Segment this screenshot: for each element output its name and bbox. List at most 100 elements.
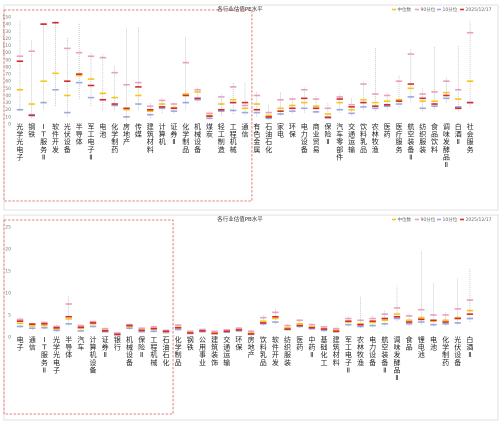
category-label: 保险 Ⅱ bbox=[324, 122, 331, 146]
category-33: 医疗服务 bbox=[396, 75, 403, 154]
category-32: 医药 bbox=[384, 91, 391, 139]
chart-panel-2: 各行业估值PB水平 中位数 90分位 10分位 2025/12/17 0 5 10 15 20 25… bbox=[3, 214, 499, 421]
category-label: 建筑材料 bbox=[147, 122, 154, 154]
chart-title: 各行业估值PE水平 bbox=[217, 5, 263, 13]
category-28: 汽车零部件 bbox=[336, 94, 343, 161]
y-tick-label: 15 bbox=[5, 269, 11, 275]
category-22: 石油石化 bbox=[265, 104, 272, 154]
category-9: 银行 bbox=[114, 332, 121, 352]
category-label: 机械设备 bbox=[126, 335, 133, 367]
category-label: 机械设备 bbox=[194, 122, 201, 154]
category-label: 白酒 Ⅱ bbox=[455, 122, 462, 146]
y-tick-label: 120 bbox=[2, 36, 11, 42]
category-28: 军工电子 Ⅱ bbox=[345, 315, 352, 374]
category-label: 纺织服装 bbox=[284, 335, 291, 367]
category-label: 光学光电子 bbox=[16, 122, 23, 161]
category-6: 半导体 bbox=[76, 22, 83, 146]
category-4: 软件开发 bbox=[52, 20, 59, 154]
category-label: 环保 bbox=[235, 336, 242, 352]
category-4: 光学光电子 bbox=[53, 324, 60, 374]
category-18: 轻工制造 bbox=[218, 94, 225, 154]
category-label: 环保 bbox=[289, 123, 296, 139]
category-34: 锂电池 bbox=[418, 251, 425, 359]
category-label: 光伏设备 bbox=[454, 335, 461, 367]
category-label: 光学光电子 bbox=[53, 335, 60, 374]
category-1: 光学光电子 bbox=[16, 20, 23, 161]
category-37: 调味发酵品 Ⅱ bbox=[443, 77, 450, 169]
category-13: 石油石化 bbox=[162, 329, 169, 367]
category-label: 航空装备 Ⅱ bbox=[381, 335, 388, 374]
y-tick-label: 30 bbox=[5, 100, 11, 106]
category-label: 化学制品 bbox=[175, 335, 182, 367]
category-2: 钢铁 bbox=[28, 39, 35, 139]
legend-label-current: 2025/12/17 bbox=[466, 7, 492, 13]
category-3: I T 服务 Ⅱ bbox=[40, 21, 47, 161]
category-23: 家电 bbox=[277, 91, 284, 139]
category-6: 汽车 bbox=[77, 324, 84, 352]
category-35: 纺织服装 bbox=[419, 88, 426, 154]
category-17: 煤炭 bbox=[206, 111, 213, 139]
category-30: 饮料乳品 bbox=[360, 81, 367, 154]
category-27: 保险 Ⅱ bbox=[324, 102, 331, 146]
category-label: 工程机械 bbox=[230, 123, 237, 154]
category-14: 证券 Ⅱ bbox=[170, 101, 177, 146]
category-5: 光伏设备 bbox=[64, 36, 71, 154]
category-label: 医疗服务 bbox=[396, 123, 403, 154]
y-tick-label: 90 bbox=[5, 57, 11, 63]
category-24: 环保 bbox=[289, 96, 296, 139]
category-label: 农林牧渔 bbox=[372, 122, 379, 154]
y-tick-label: 20 bbox=[5, 107, 11, 113]
category-label: 医药 bbox=[384, 123, 391, 139]
y-tick-label: 20 bbox=[5, 247, 11, 253]
y-tick-label: 100 bbox=[2, 50, 11, 56]
category-36: 食品饮料 bbox=[431, 46, 438, 154]
y-tick-label: 5 bbox=[8, 313, 11, 319]
category-7: 军工电子 Ⅱ bbox=[88, 52, 95, 161]
category-11: 保险 Ⅱ bbox=[138, 327, 145, 359]
category-20: 房地产 bbox=[248, 329, 255, 359]
legend-label-median: 中位数 bbox=[398, 216, 412, 223]
category-11: 传媒 bbox=[135, 26, 142, 139]
category-38: 白酒 Ⅱ bbox=[466, 268, 473, 359]
category-label: 通信 bbox=[242, 122, 249, 139]
category-label: 汽车零部件 bbox=[336, 122, 343, 161]
category-29: 农林牧渔 bbox=[357, 296, 364, 367]
category-9: 化学制药 bbox=[111, 65, 118, 154]
category-label: 半导体 bbox=[65, 335, 72, 359]
category-13: 计算机 bbox=[159, 98, 166, 146]
highlight-box bbox=[3, 219, 174, 415]
category-label: 食品饮料 bbox=[431, 122, 438, 154]
category-label: 煤炭 bbox=[206, 122, 213, 139]
category-23: 纺织服装 bbox=[284, 324, 291, 367]
category-1: 电子 bbox=[17, 317, 24, 352]
category-label: 石油石化 bbox=[162, 336, 169, 367]
category-label: 石油石化 bbox=[265, 123, 272, 154]
category-label: 轻工制造 bbox=[218, 122, 225, 154]
category-31: 农林牧渔 bbox=[372, 46, 379, 154]
category-label: 钢铁 bbox=[28, 122, 35, 139]
category-label: 公用事业 bbox=[199, 336, 206, 367]
category-label: 证券 Ⅱ bbox=[170, 123, 177, 146]
highlight-box bbox=[3, 9, 253, 202]
category-16: 公用事业 bbox=[199, 328, 206, 367]
category-20: 通信 bbox=[242, 82, 249, 139]
category-27: 建筑材料 bbox=[333, 327, 340, 367]
category-label: 计算机 bbox=[159, 122, 166, 146]
category-label: 化学制药 bbox=[442, 335, 449, 367]
category-17: 建筑装饰 bbox=[211, 330, 218, 367]
legend-label-p90: 90分位 bbox=[421, 216, 436, 223]
y-tick-label: 140 bbox=[2, 22, 11, 28]
category-33: 食品 bbox=[406, 313, 413, 352]
category-label: 军工电子 Ⅱ bbox=[88, 123, 95, 161]
category-label: 家电 bbox=[277, 122, 284, 139]
category-8: 电池 bbox=[99, 54, 106, 139]
y-tick-label: 10 bbox=[5, 291, 11, 297]
category-label: 食品 bbox=[406, 335, 413, 352]
category-label: 饮料乳品 bbox=[260, 335, 267, 367]
category-7: 计算机设备 bbox=[90, 320, 97, 374]
category-39: 社会服务 bbox=[467, 20, 474, 154]
category-15: 钢铁 bbox=[187, 330, 194, 352]
y-tick-label: 150 bbox=[2, 15, 11, 21]
y-tick-label: 40 bbox=[5, 93, 11, 99]
category-label: 软件开发 bbox=[272, 335, 279, 367]
